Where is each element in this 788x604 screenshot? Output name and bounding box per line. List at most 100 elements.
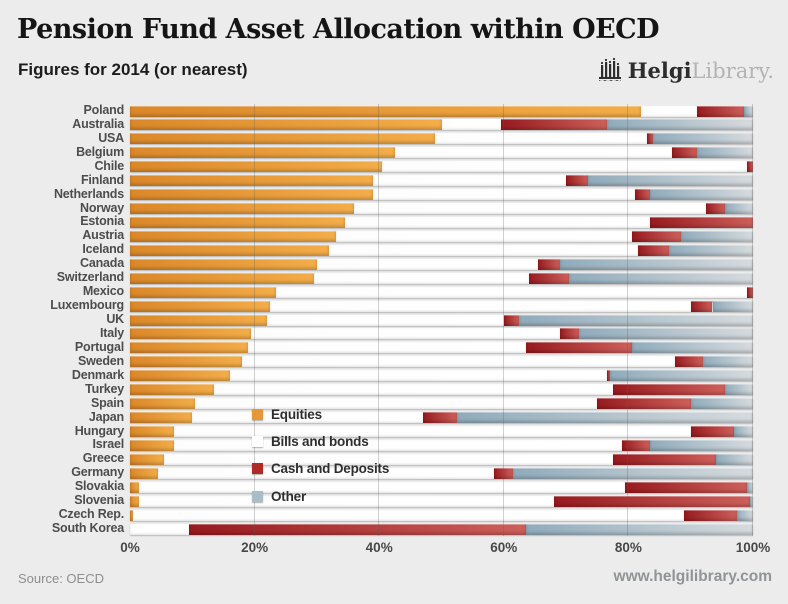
bar-segment-other (653, 133, 753, 145)
bar-segment-bills-and-bonds (354, 203, 707, 215)
bar-segment-other (743, 105, 753, 117)
bar-segment-cash-and-deposits (746, 286, 753, 298)
bar-row (130, 160, 753, 174)
bar-segment-bills-and-bonds (133, 509, 685, 521)
x-axis-tick-label: 20% (241, 540, 269, 555)
bar-segment-bills-and-bonds (214, 384, 613, 396)
bar-segment-cash-and-deposits (650, 216, 753, 228)
bar-segment-equities (130, 495, 140, 507)
bar-segment-bills-and-bonds (372, 175, 567, 187)
bar-segment-cash-and-deposits (672, 147, 697, 159)
country-label: Japan (88, 409, 124, 424)
bar-segment-other (724, 384, 753, 396)
country-label: Slovakia (74, 479, 124, 494)
country-label: Sweden (77, 353, 124, 368)
bar-segment-bills-and-bonds (270, 300, 691, 312)
bar-segment-cash-and-deposits (538, 258, 560, 270)
legend-item-equities: Equities (252, 407, 322, 422)
brand-wordmark: HelgiLibrary. (628, 58, 774, 83)
bar-segment-cash-and-deposits (566, 175, 588, 187)
bar-row (130, 522, 753, 536)
brand-library: Library. (691, 58, 774, 83)
bar-row (130, 508, 753, 522)
bar-segment-bills-and-bonds (229, 370, 607, 382)
bar-segment-bills-and-bonds (192, 412, 423, 424)
bar-segment-other (631, 342, 753, 354)
legend-swatch (252, 490, 263, 502)
bar-segment-bills-and-bonds (316, 258, 539, 270)
country-label: Poland (83, 103, 125, 117)
country-label: Portugal (74, 339, 124, 354)
legend-label: Cash and Deposits (271, 461, 390, 477)
country-label: Hungary (74, 423, 125, 438)
bar-segment-bills-and-bonds (640, 105, 697, 117)
bar-segment-bills-and-bonds (173, 439, 623, 451)
bar-segment-bills-and-bonds (195, 398, 598, 410)
bar-segment-cash-and-deposits (189, 523, 526, 535)
country-label: Denmark (71, 367, 124, 382)
bar-segment-cash-and-deposits (503, 314, 520, 326)
country-label: Turkey (85, 381, 124, 396)
bar-segment-cash-and-deposits (612, 453, 716, 465)
bar-segment-equities (130, 203, 355, 215)
bar-segment-cash-and-deposits (675, 356, 704, 368)
bar-segment-equities (130, 453, 165, 465)
country-label: Luxembourg (50, 298, 124, 313)
bar-segment-bills-and-bonds (139, 481, 626, 493)
bar-segment-bills-and-bonds (248, 342, 526, 354)
bar-segment-other (734, 426, 753, 437)
country-label: Estonia (80, 214, 124, 229)
bar-segment-equities (130, 300, 271, 312)
country-label: Greece (82, 451, 124, 466)
country-label: Switzerland (56, 270, 124, 285)
bar-row (130, 132, 753, 146)
bar-segment-bills-and-bonds (344, 216, 651, 228)
bar-segment-bills-and-bonds (130, 523, 190, 535)
legend-item-bills-and-bonds: Bills and bonds (252, 434, 369, 449)
bar-segment-bills-and-bonds (173, 426, 691, 437)
bar-row (130, 202, 753, 216)
bar-segment-other (513, 467, 753, 479)
bar-segment-equities (130, 161, 383, 173)
country-label: Israel (92, 437, 125, 452)
bar-row (130, 271, 753, 285)
bar-segment-equities (130, 314, 268, 326)
bar-segment-equities (130, 509, 134, 521)
bar-row (130, 118, 753, 132)
country-label: Czech Rep. (58, 507, 125, 522)
bar-segment-cash-and-deposits (647, 133, 654, 145)
country-label: Austria (82, 228, 124, 243)
bar-row (130, 466, 753, 480)
bar-segment-equities (130, 258, 317, 270)
x-axis-tick-label: 100% (735, 540, 771, 555)
x-axis-tick-label: 0% (120, 540, 140, 555)
source-note: Source: OECD (18, 571, 104, 586)
bar-segment-bills-and-bonds (158, 467, 495, 479)
bar-segment-equities (130, 216, 345, 228)
bar-row (130, 285, 753, 299)
bar-row (130, 494, 753, 508)
bar-row (130, 383, 753, 397)
bar-segment-cash-and-deposits (634, 189, 651, 201)
bar-row (130, 438, 753, 452)
y-axis-country-labels: Poland Australia USA Belgium Chile Finland Net… (0, 103, 125, 538)
country-label: Canada (80, 256, 124, 271)
country-label: UK (106, 312, 124, 327)
bar-segment-equities (130, 412, 193, 424)
website-link[interactable]: www.helgilibrary.com (613, 568, 772, 585)
bar-segment-cash-and-deposits (528, 272, 570, 284)
bar-segment-other (668, 244, 753, 256)
legend-item-other: Other (252, 489, 306, 504)
legend-item-cash-and-deposits: Cash and Deposits (252, 461, 389, 476)
bar-segment-equities (130, 398, 196, 410)
bar-segment-other (519, 314, 753, 326)
country-label: Netherlands (53, 186, 124, 201)
bar-segment-cash-and-deposits (684, 509, 738, 521)
bar-segment-bills-and-bonds (329, 244, 638, 256)
plot-area (130, 104, 753, 536)
bar-segment-cash-and-deposits (553, 495, 750, 507)
legend-swatch (252, 409, 263, 420)
bar-segment-bills-and-bonds (242, 356, 676, 368)
bar-segment-equities (130, 133, 436, 145)
